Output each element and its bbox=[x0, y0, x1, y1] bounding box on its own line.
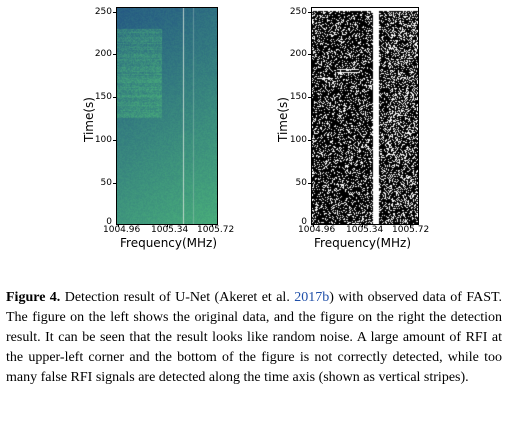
left-ytick-250: 250 bbox=[94, 7, 112, 17]
figure-label: Figure 4. bbox=[6, 290, 61, 305]
right-ytick-mark bbox=[308, 140, 311, 141]
left-xtick-1004-96: 1004.96 bbox=[103, 225, 141, 235]
left-ytick-150: 150 bbox=[94, 92, 112, 102]
left-ytick-mark bbox=[113, 140, 116, 141]
right-ytick-mark bbox=[308, 12, 311, 13]
right-xtick-1005-72: 1005.72 bbox=[392, 225, 430, 235]
left-xtick-mark bbox=[118, 224, 119, 227]
left-ytick-mark bbox=[113, 54, 116, 55]
right-ytick-200: 200 bbox=[289, 49, 307, 59]
right-xlabel: Frequency(MHz) bbox=[314, 236, 412, 250]
left-ytick-0: 0 bbox=[106, 217, 112, 227]
right-ytick-250: 250 bbox=[289, 7, 307, 17]
left-ytick-mark bbox=[113, 183, 116, 184]
left-ytick-mark bbox=[113, 12, 116, 13]
left-xtick-1005-34: 1005.34 bbox=[151, 225, 189, 235]
left-ytick-mark bbox=[113, 97, 116, 98]
left-ytick-100: 100 bbox=[94, 135, 112, 145]
left-xtick-mark bbox=[212, 224, 213, 227]
right-ytick-150: 150 bbox=[289, 92, 307, 102]
right-ytick-mark bbox=[308, 54, 311, 55]
right-xtick-mark bbox=[410, 224, 411, 227]
left-xlabel: Frequency(MHz) bbox=[120, 236, 218, 250]
caption-text-end: ) with observed data of FAST. The figure… bbox=[6, 290, 503, 385]
left-spectrogram-image bbox=[117, 8, 217, 224]
figure-caption: Figure 4. Detection result of U-Net (Ake… bbox=[6, 288, 502, 388]
left-xtick-1005-72: 1005.72 bbox=[197, 225, 235, 235]
right-ytick-50: 50 bbox=[295, 178, 307, 188]
left-xtick-mark bbox=[167, 224, 168, 227]
left-ytick-50: 50 bbox=[100, 178, 112, 188]
right-ytick-mark bbox=[308, 183, 311, 184]
left-spectrogram bbox=[116, 7, 218, 225]
right-xtick-1004-96: 1004.96 bbox=[298, 225, 336, 235]
right-xtick-1005-34: 1005.34 bbox=[346, 225, 384, 235]
right-detection-image bbox=[312, 8, 418, 224]
right-ytick-mark bbox=[308, 97, 311, 98]
right-ytick-100: 100 bbox=[289, 135, 307, 145]
left-ytick-200: 200 bbox=[94, 49, 112, 59]
right-detection-map bbox=[311, 7, 419, 225]
right-xtick-mark bbox=[313, 224, 314, 227]
right-ytick-0: 0 bbox=[301, 217, 307, 227]
caption-text-start: Detection result of U-Net (Akeret et al. bbox=[64, 290, 295, 305]
right-xtick-mark bbox=[362, 224, 363, 227]
citation-link[interactable]: 2017b bbox=[294, 290, 330, 305]
